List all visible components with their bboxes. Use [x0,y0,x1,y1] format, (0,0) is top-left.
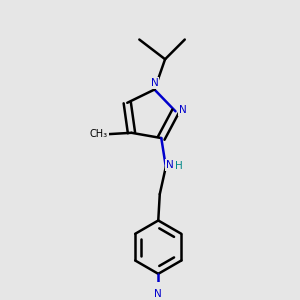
Text: CH₃: CH₃ [90,129,108,139]
Text: N: N [166,160,174,170]
Text: N: N [154,290,162,299]
Text: N: N [179,105,187,115]
Text: H: H [175,160,182,171]
Text: N: N [151,78,158,88]
